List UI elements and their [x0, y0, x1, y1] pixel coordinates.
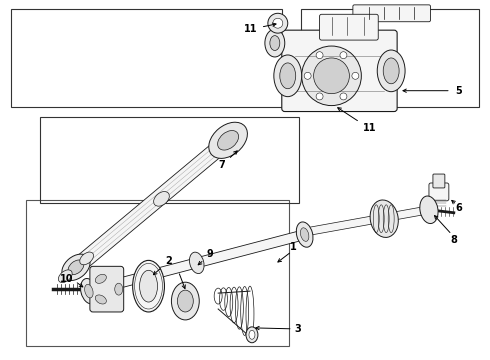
Circle shape — [314, 58, 349, 94]
FancyBboxPatch shape — [282, 30, 397, 112]
Text: 2: 2 — [153, 256, 172, 275]
Ellipse shape — [95, 274, 106, 283]
Ellipse shape — [218, 131, 239, 150]
Ellipse shape — [85, 284, 93, 298]
Circle shape — [316, 52, 323, 59]
Ellipse shape — [133, 260, 165, 312]
Text: 11: 11 — [245, 23, 276, 34]
Ellipse shape — [265, 29, 285, 57]
Ellipse shape — [274, 55, 302, 96]
Ellipse shape — [300, 228, 309, 241]
Text: 5: 5 — [455, 86, 462, 96]
Ellipse shape — [190, 252, 204, 274]
Circle shape — [304, 72, 311, 79]
Ellipse shape — [115, 283, 122, 295]
Circle shape — [302, 46, 361, 105]
Circle shape — [340, 52, 347, 59]
FancyBboxPatch shape — [429, 183, 449, 201]
Bar — [11, 9, 282, 107]
Ellipse shape — [80, 252, 94, 265]
Text: 1: 1 — [290, 243, 296, 252]
Text: 3: 3 — [294, 324, 301, 334]
Text: 7: 7 — [219, 151, 237, 170]
Ellipse shape — [209, 122, 247, 158]
Text: 4: 4 — [0, 359, 1, 360]
Ellipse shape — [154, 192, 170, 206]
Ellipse shape — [177, 290, 193, 312]
Ellipse shape — [95, 295, 106, 304]
Ellipse shape — [246, 327, 258, 343]
Circle shape — [316, 93, 323, 100]
Ellipse shape — [62, 254, 90, 280]
Ellipse shape — [172, 282, 199, 320]
Ellipse shape — [140, 270, 157, 302]
Circle shape — [268, 13, 288, 33]
Ellipse shape — [377, 50, 405, 92]
Polygon shape — [71, 134, 233, 273]
Bar — [301, 9, 479, 107]
Ellipse shape — [370, 200, 398, 237]
Ellipse shape — [420, 196, 438, 224]
Text: 10: 10 — [59, 274, 73, 284]
Ellipse shape — [383, 58, 399, 84]
FancyBboxPatch shape — [353, 5, 430, 22]
Bar — [40, 117, 298, 203]
Ellipse shape — [249, 330, 255, 339]
Circle shape — [273, 18, 283, 28]
FancyBboxPatch shape — [319, 14, 378, 40]
Ellipse shape — [58, 270, 72, 283]
Ellipse shape — [80, 279, 97, 304]
Circle shape — [340, 93, 347, 100]
Polygon shape — [307, 206, 430, 235]
Text: 6: 6 — [455, 203, 462, 213]
Text: 9: 9 — [198, 249, 214, 265]
Text: 11: 11 — [338, 108, 376, 134]
Ellipse shape — [68, 260, 84, 275]
Circle shape — [352, 72, 359, 79]
Text: 8: 8 — [450, 234, 457, 244]
Ellipse shape — [280, 63, 295, 89]
Ellipse shape — [270, 36, 280, 50]
Polygon shape — [88, 230, 306, 296]
FancyBboxPatch shape — [433, 174, 445, 188]
FancyBboxPatch shape — [90, 266, 123, 312]
Ellipse shape — [296, 222, 313, 247]
